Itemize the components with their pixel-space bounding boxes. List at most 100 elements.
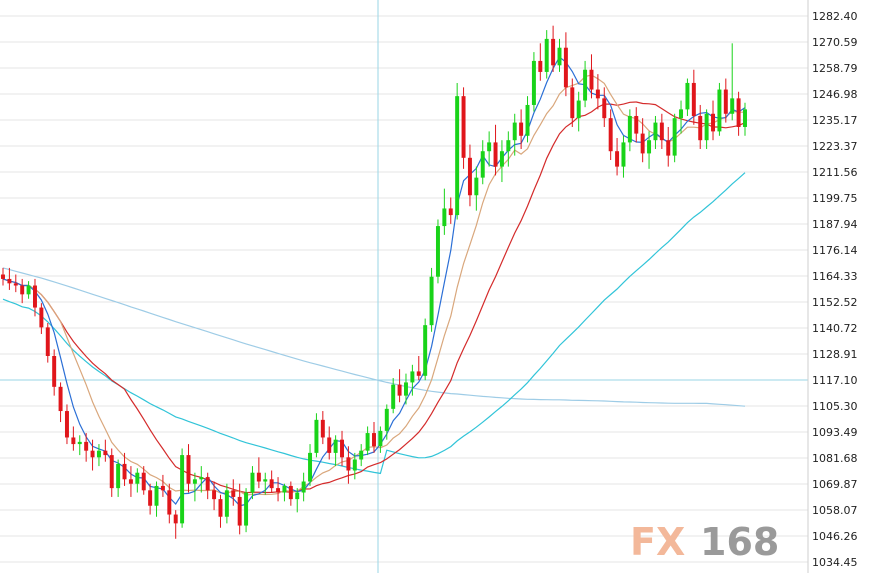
candle-body — [499, 151, 504, 167]
candle-body — [212, 490, 217, 500]
candle-body — [698, 115, 703, 141]
y-tick-label: 1140.72 — [812, 322, 858, 335]
candle-body — [634, 115, 639, 134]
candle-body — [576, 100, 581, 119]
candle-body — [455, 96, 460, 216]
candle-body — [666, 140, 671, 156]
candle-body — [685, 82, 690, 110]
candle-body — [403, 382, 408, 396]
candle-body — [116, 463, 121, 489]
candle-body — [314, 419, 319, 453]
candle-body — [199, 477, 204, 480]
candle-body — [570, 87, 575, 119]
candle-body — [691, 82, 696, 116]
y-tick-label: 1176.14 — [812, 244, 858, 257]
candle-body — [205, 477, 210, 491]
candle-body — [365, 433, 370, 451]
ma20-line — [2, 101, 746, 494]
candle-body — [64, 411, 69, 438]
candle-body — [148, 490, 153, 506]
candle-body — [288, 485, 293, 500]
candle-body — [192, 479, 197, 484]
y-tick-label: 1199.75 — [812, 192, 858, 205]
candle-body — [295, 492, 300, 500]
candle-body — [45, 327, 50, 356]
watermark-fx: FX — [630, 520, 685, 564]
fx168-watermark: FX 168 — [630, 520, 779, 564]
y-tick-label: 1117.10 — [812, 374, 858, 387]
candle-body — [429, 276, 434, 326]
candle-body — [372, 433, 376, 447]
candle-body — [231, 490, 236, 497]
candle-body — [32, 285, 37, 308]
candle-body — [461, 96, 466, 158]
watermark-168: 168 — [700, 520, 779, 564]
candle-body — [640, 133, 645, 154]
candle-body — [128, 479, 133, 484]
candle-body — [237, 496, 242, 526]
candle-body — [122, 463, 127, 480]
candle-body — [109, 455, 114, 489]
candle-body — [531, 60, 536, 105]
y-tick-label: 1223.37 — [812, 140, 858, 153]
candle-body — [186, 455, 191, 484]
candle-body — [647, 140, 652, 154]
candle-body — [13, 283, 18, 286]
candle-body — [135, 472, 140, 484]
candle-body — [301, 481, 306, 493]
candle-body — [276, 488, 281, 493]
candle-body — [538, 60, 543, 72]
candle-body — [141, 472, 146, 491]
candle-body — [167, 490, 172, 515]
y-tick-label: 1069.87 — [812, 478, 858, 491]
candle-body — [723, 89, 728, 114]
candle-body — [346, 457, 351, 471]
candle-body — [84, 441, 89, 451]
candle-body — [525, 104, 530, 136]
candle-body — [218, 499, 223, 517]
candle-body — [672, 118, 677, 156]
candle-body — [621, 142, 626, 167]
candle-body — [487, 142, 492, 152]
candle-body — [71, 437, 76, 445]
y-tick-label: 1128.91 — [812, 348, 858, 361]
candle-body — [173, 514, 178, 524]
candle-body — [493, 142, 498, 167]
y-tick-label: 1211.56 — [812, 166, 858, 179]
candle-body — [244, 492, 249, 526]
candle-body — [250, 472, 255, 493]
y-tick-label: 1093.49 — [812, 426, 858, 439]
candle-body — [256, 472, 261, 482]
candle-body — [154, 485, 159, 506]
candle-body — [180, 455, 185, 524]
candle-body — [77, 441, 82, 445]
candle-body — [615, 151, 620, 167]
candle-body — [467, 157, 472, 196]
candle-body — [608, 118, 613, 152]
candles — [1, 25, 747, 539]
candle-body — [359, 450, 364, 460]
candle-body — [602, 98, 607, 119]
candle-body — [327, 437, 332, 453]
candle-body — [435, 226, 440, 277]
candle-body — [442, 208, 447, 227]
candle-body — [352, 459, 357, 471]
y-tick-label: 1081.68 — [812, 452, 858, 465]
candle-body — [448, 208, 453, 216]
candle-body — [551, 38, 556, 66]
candle-body — [563, 47, 568, 88]
y-tick-label: 1187.94 — [812, 218, 858, 231]
y-tick-label: 1058.07 — [812, 504, 858, 517]
candle-body — [263, 479, 268, 482]
candle-body — [679, 109, 684, 119]
candle-body — [58, 386, 63, 412]
candle-body — [583, 69, 588, 101]
candle-body — [391, 384, 396, 409]
candle-body — [416, 371, 421, 376]
candle-body — [519, 122, 524, 136]
candle-body — [410, 371, 415, 383]
candle-body — [308, 452, 313, 482]
candle-body — [52, 355, 57, 387]
candle-body — [717, 89, 722, 132]
